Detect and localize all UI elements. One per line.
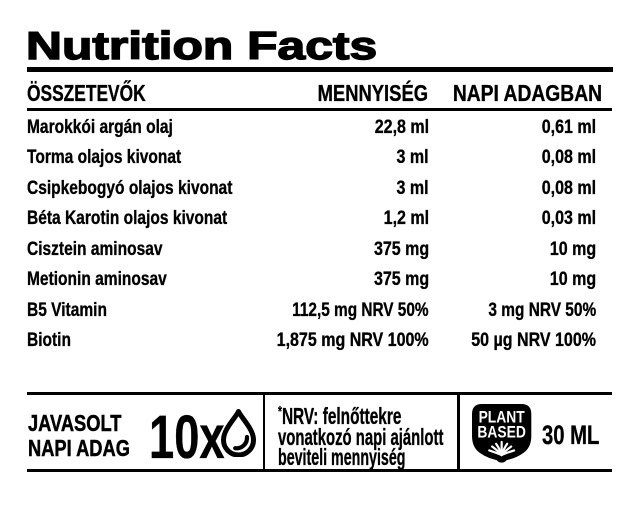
svg-text:BASED: BASED [477,423,526,441]
svg-text:PLANT: PLANT [478,408,525,426]
